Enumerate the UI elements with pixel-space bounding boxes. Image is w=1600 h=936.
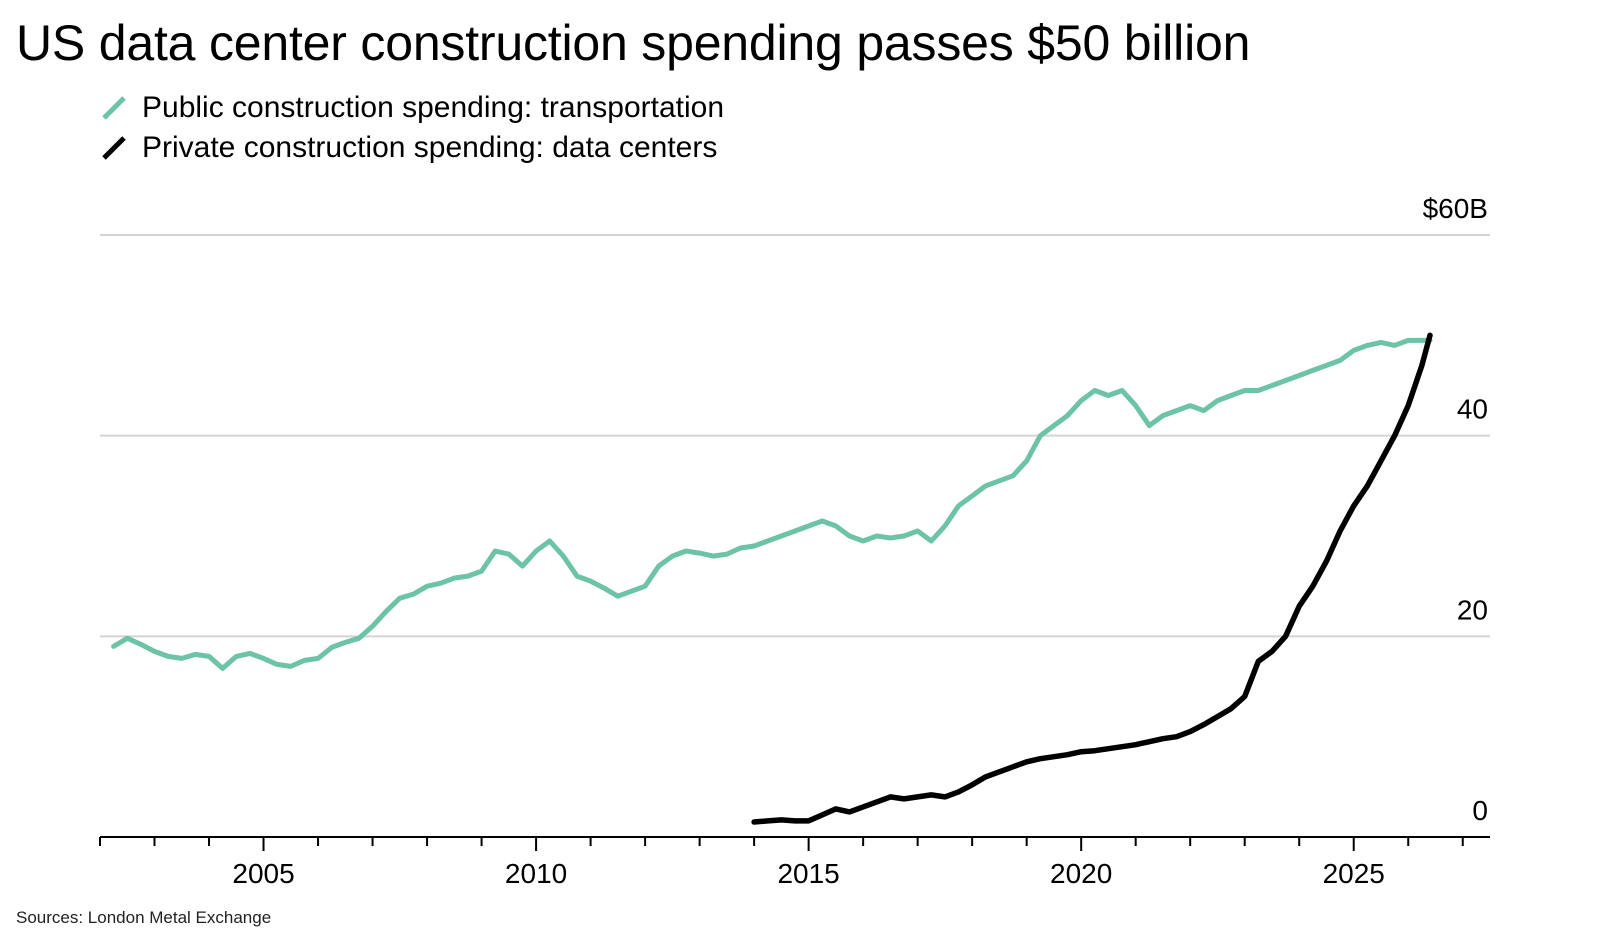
series-lines [111,332,1433,825]
legend-swatch-transportation-icon [102,96,126,120]
legend-label-transportation: Public construction spending: transporta… [142,91,725,124]
y-tick-label: $60B [1423,193,1488,224]
x-tick-label: 2005 [232,858,294,889]
y-tick-label: 0 [1472,795,1488,826]
x-tick-label: 2025 [1323,858,1385,889]
legend-swatch-data-centers-icon [102,136,126,160]
legend-item-data-centers: Private construction spending: data cent… [100,128,724,168]
series-line-data-centers [751,332,1433,825]
x-axis: 2005 2010 2015 2020 2025 [99,836,1490,889]
y-axis-tick-labels: $60B 40 20 0 [1423,193,1488,826]
x-tick-label: 2015 [777,858,839,889]
gridlines [100,234,1490,638]
y-tick-label: 20 [1457,594,1488,625]
x-tick-label: 2010 [505,858,567,889]
source-note: Sources: London Metal Exchange [16,908,272,927]
legend-label-data-centers: Private construction spending: data cent… [142,131,718,164]
x-tick-label: 2020 [1050,858,1112,889]
series-line-transportation [111,337,1433,671]
y-tick-label: 40 [1457,394,1488,425]
chart-legend: Public construction spending: transporta… [100,88,724,168]
chart-title: US data center construction spending pas… [16,15,1251,71]
legend-item-transportation: Public construction spending: transporta… [100,88,724,128]
